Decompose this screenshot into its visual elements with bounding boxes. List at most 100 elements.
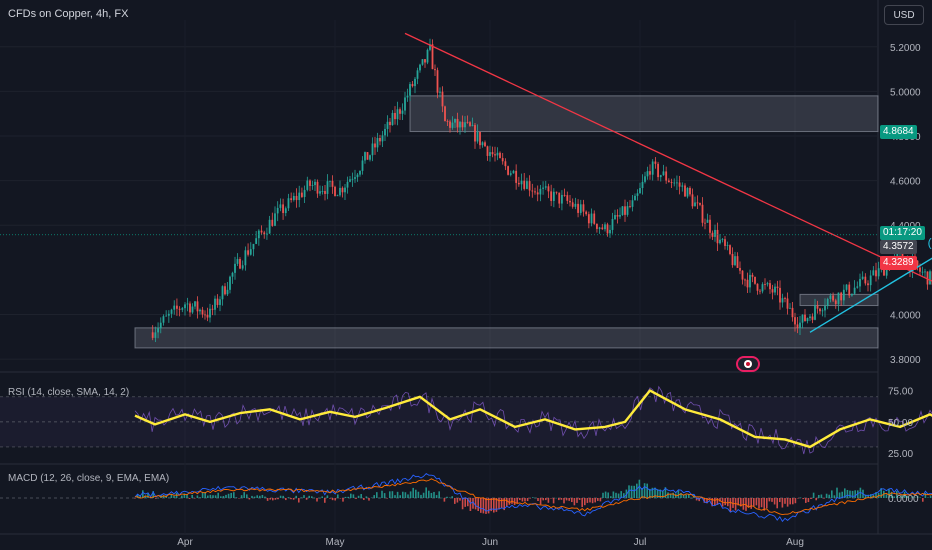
macd-histogram-bar [173,495,175,498]
rsi-indicator-label[interactable]: RSI (14, close, SMA, 14, 2) [8,387,130,398]
macd-histogram-bar [833,495,836,498]
macd-histogram-bar [394,495,396,498]
candle [271,212,274,227]
candle [157,322,159,339]
macd-histogram-bar [287,497,290,498]
candle-body [809,316,811,319]
macd-histogram-bar [844,488,846,498]
macd-histogram-bar [430,492,433,498]
candle-body [469,122,471,126]
macd-histogram-bar [558,498,560,501]
candle [676,175,678,190]
candle-body [196,301,199,312]
candle [714,224,716,242]
candle-body [515,170,518,183]
candle [464,116,466,133]
candle-body [824,305,826,311]
candle-body [371,143,374,156]
macd-histogram-bar [893,496,895,498]
candle [471,117,474,127]
stop-price-tag: 4.3289 [880,256,917,270]
candle [609,225,611,238]
macd-histogram-bar [526,498,529,502]
macd-histogram-bar [672,492,674,498]
y-tick-label: 4.6000 [890,177,921,188]
candle [401,103,404,121]
price-zone[interactable] [134,327,879,349]
candle-body [414,78,416,87]
candle-body [329,180,331,182]
candle-body [665,171,668,181]
macd-histogram-bar [259,495,261,498]
macd-histogram-bar [235,497,238,498]
candle [234,256,236,280]
rsi-tick-label: 50.00 [888,418,913,429]
macd-histogram-bar [779,498,781,502]
candle [754,276,756,285]
candle [321,185,324,195]
candle-body [391,112,394,126]
candle-body [676,182,678,184]
candle-body [439,91,441,93]
candle [404,91,406,115]
candle [801,314,804,329]
candle-body [173,305,176,310]
candle-body [796,324,799,328]
candle-body [816,305,819,309]
macd-histogram-bar [552,498,555,504]
support-resistance-zones[interactable] [134,95,879,349]
candle-body [601,227,604,230]
currency-button[interactable]: USD [884,5,924,25]
candle [552,188,555,208]
candle [626,201,629,217]
candle-body [454,118,456,123]
candle [216,294,219,308]
macd-histogram-bar [381,490,383,498]
candle-body [151,332,154,338]
countdown-tag: 01:17:20 [880,226,925,240]
candle [331,175,334,194]
candle [811,313,814,324]
candle [741,270,744,285]
candle [366,152,369,160]
macd-histogram-bar [428,490,430,498]
candle [292,192,295,202]
symbol-title[interactable]: CFDs on Copper, 4h, FX [8,8,129,20]
candle-body [585,211,588,215]
candle-body [239,259,241,269]
macd-histogram-bar [495,498,498,512]
candle-body [244,250,247,266]
macd-histogram-bar [742,498,745,510]
macd-indicator-label[interactable]: MACD (12, 26, close, 9, EMA, EMA) [8,473,170,484]
macd-histogram-bar [604,491,607,498]
candle [614,209,616,220]
candle [349,175,351,183]
candle [449,119,451,133]
candle [921,266,924,276]
candle-body [528,181,531,191]
candle-body [494,154,496,156]
macd-histogram-bar [274,498,277,500]
candle-body [394,112,396,120]
macd-histogram-bar [464,498,466,507]
candle [619,207,621,219]
candle [694,196,696,207]
macd-histogram-bar [201,492,204,498]
candle-body [574,203,577,207]
candle-body [709,219,711,233]
candle [744,278,746,287]
macd-histogram-bar [597,498,599,501]
candle [481,141,484,148]
macd-histogram-bar [298,498,300,503]
price-zone[interactable] [409,95,879,133]
macd-histogram-bar [326,495,329,498]
macd-histogram-bar [927,497,929,499]
us-flag-event-icon[interactable] [736,356,760,372]
candle [504,158,507,171]
candle [507,165,509,176]
macd-histogram-bar [251,495,253,498]
candle [252,243,255,257]
downtrend-line[interactable] [404,32,932,341]
candle [351,172,354,187]
